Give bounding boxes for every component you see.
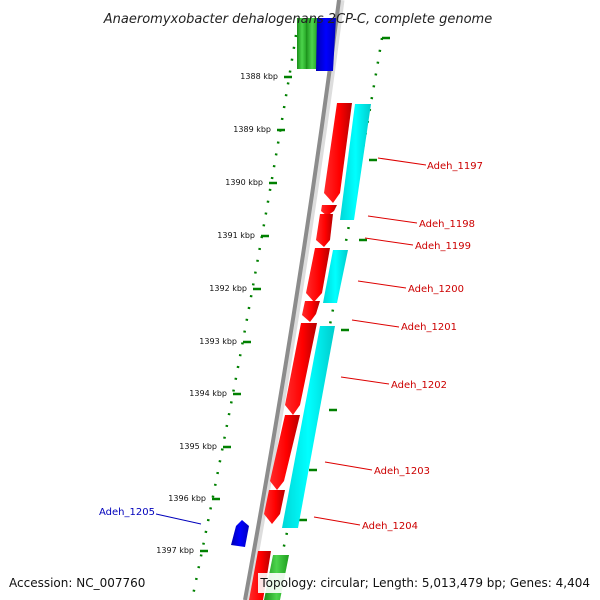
gene-arrow-adeh-1199 (316, 214, 333, 247)
gene-arrow-adeh-1197 (324, 103, 352, 203)
label-leader-lines (155, 157, 427, 526)
gene-label-adeh-1197[interactable]: Adeh_1197 (427, 161, 483, 172)
summary-backdrop (258, 573, 594, 593)
cds-features (282, 104, 371, 528)
gene-label-adeh-1204[interactable]: Adeh_1204 (362, 521, 418, 532)
blue-feature-top (316, 18, 336, 71)
gene-label-adeh-1201[interactable]: Adeh_1201 (401, 322, 457, 333)
gene-arrow-adeh-1205 (231, 520, 249, 547)
leader-adeh-1198 (367, 215, 418, 224)
leader-adeh-1199 (364, 237, 414, 246)
tick-label: 1388 kbp (240, 72, 278, 81)
gene-arrow-adeh-1198 (321, 205, 337, 216)
leader-adeh-1200 (357, 280, 407, 289)
gene-arrow-adeh-1203 (270, 415, 300, 490)
genome-backbone (243, 0, 341, 600)
gene-labels: Adeh_1197 Adeh_1198 Adeh_1199 Adeh_1200 … (99, 161, 483, 532)
cds-block-1 (340, 104, 371, 220)
tick-label: 1390 kbp (225, 178, 263, 187)
leader-adeh-1197 (377, 157, 427, 166)
gene-arrow-adeh-1202 (285, 323, 317, 415)
genome-title: Anaeromyxobacter dehalogenans 2CP-C, com… (103, 12, 492, 27)
accession-text: Accession: NC_007760 (9, 576, 145, 590)
upper-features (297, 18, 336, 71)
leader-adeh-1201 (351, 319, 400, 328)
leader-adeh-1203 (324, 461, 373, 471)
tick-label: 1395 kbp (179, 442, 217, 451)
green-feature-top-b (306, 18, 318, 69)
tick-label: 1394 kbp (189, 389, 227, 398)
tick-label: 1396 kbp (168, 494, 206, 503)
cds-block-3 (282, 326, 335, 528)
cds-block-2 (323, 250, 348, 303)
summary-text: Topology: circular; Length: 5,013,479 bp… (259, 576, 590, 590)
gene-arrow-adeh-1200 (306, 248, 330, 302)
gene-arrow-adeh-1204 (264, 490, 285, 524)
gene-label-adeh-1202[interactable]: Adeh_1202 (391, 380, 447, 391)
gene-label-adeh-1203[interactable]: Adeh_1203 (374, 466, 430, 477)
gene-label-adeh-1199[interactable]: Adeh_1199 (415, 241, 471, 252)
gene-arrow-adeh-1201 (302, 301, 320, 322)
tick-label: 1389 kbp (233, 125, 271, 134)
tick-label: 1392 kbp (209, 284, 247, 293)
leader-adeh-1205 (155, 513, 202, 525)
leader-adeh-1204 (313, 516, 361, 526)
gene-label-adeh-1205[interactable]: Adeh_1205 (99, 507, 155, 518)
tick-label: 1391 kbp (217, 231, 255, 240)
gene-label-adeh-1200[interactable]: Adeh_1200 (408, 284, 464, 295)
tick-label: 1397 kbp (156, 546, 194, 555)
tick-track-inner (190, 34, 298, 600)
tick-label: 1393 kbp (199, 337, 237, 346)
forward-genes (264, 103, 352, 524)
green-feature-top-a (297, 18, 307, 69)
leader-adeh-1202 (340, 376, 390, 385)
gene-label-adeh-1198[interactable]: Adeh_1198 (419, 219, 475, 230)
